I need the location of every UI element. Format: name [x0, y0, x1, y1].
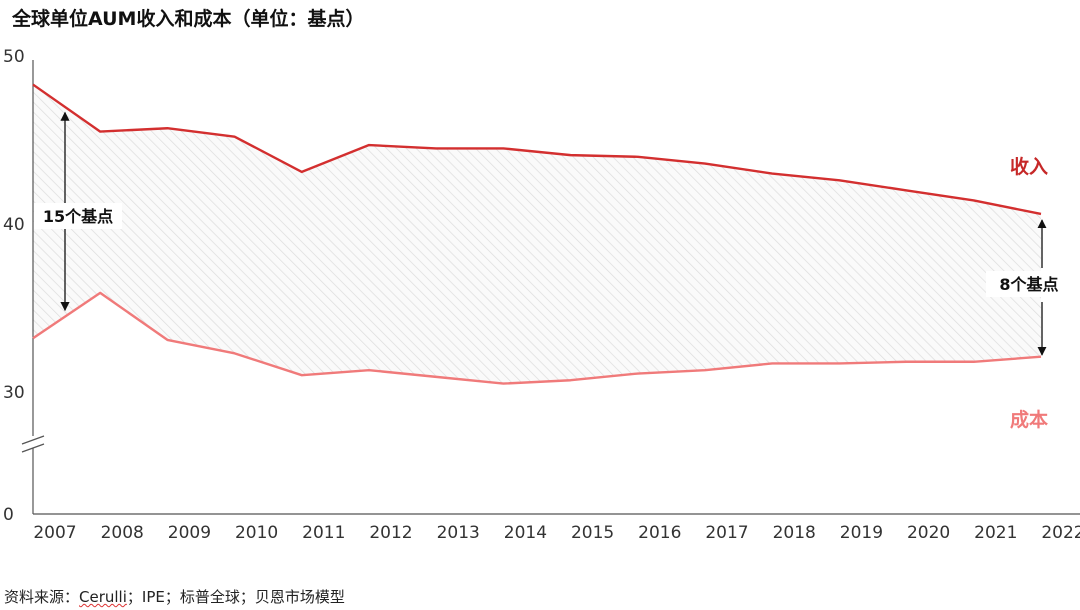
x-tick-label: 2014 — [504, 523, 547, 543]
revenue-line — [32, 83, 1042, 216]
annotation-box-2007 — [34, 203, 122, 229]
x-tick-label: 2010 — [235, 523, 278, 543]
legend-revenue-label: 收入 — [1010, 155, 1048, 178]
x-tick-label: 2009 — [168, 523, 211, 543]
annotation-label-2007: 15个基点 — [43, 207, 113, 226]
x-tick-label: 2020 — [907, 523, 950, 543]
y-tick-label: 50 — [3, 47, 25, 67]
x-tick-label: 2011 — [302, 523, 345, 543]
source-cerulli: Cerulli — [79, 588, 127, 606]
axis-break-icon — [21, 435, 45, 453]
source-note: 资料来源：Cerulli；IPE；标普全球；贝恩市场模型 — [4, 586, 345, 607]
x-tick-label: 2018 — [773, 523, 816, 543]
y-tick-label: 30 — [3, 383, 25, 403]
source-prefix: 资料来源： — [4, 588, 80, 606]
spread-band — [33, 84, 1041, 384]
annotation-box-2022 — [986, 271, 1072, 297]
legend-cost-label: 成本 — [1010, 408, 1048, 431]
x-tick-label: 2019 — [840, 523, 883, 543]
cost-line — [32, 291, 1042, 385]
source-rest: ；IPE；标普全球；贝恩市场模型 — [126, 588, 345, 606]
annotation-label-2022: 8个基点 — [999, 275, 1058, 294]
x-tick-label: 2007 — [33, 523, 76, 543]
y-tick-label: 0 — [3, 505, 14, 525]
chart-title: 全球单位AUM收入和成本（单位：基点） — [12, 8, 365, 30]
x-tick-label: 2017 — [705, 523, 748, 543]
x-tick-label: 2016 — [638, 523, 681, 543]
x-tick-label: 2008 — [101, 523, 144, 543]
y-tick-label: 40 — [3, 215, 25, 235]
x-tick-label: 2021 — [974, 523, 1017, 543]
x-tick-label: 2013 — [437, 523, 480, 543]
x-tick-label: 2012 — [369, 523, 412, 543]
x-tick-label: 2022 — [1041, 523, 1080, 543]
x-tick-label: 2015 — [571, 523, 614, 543]
